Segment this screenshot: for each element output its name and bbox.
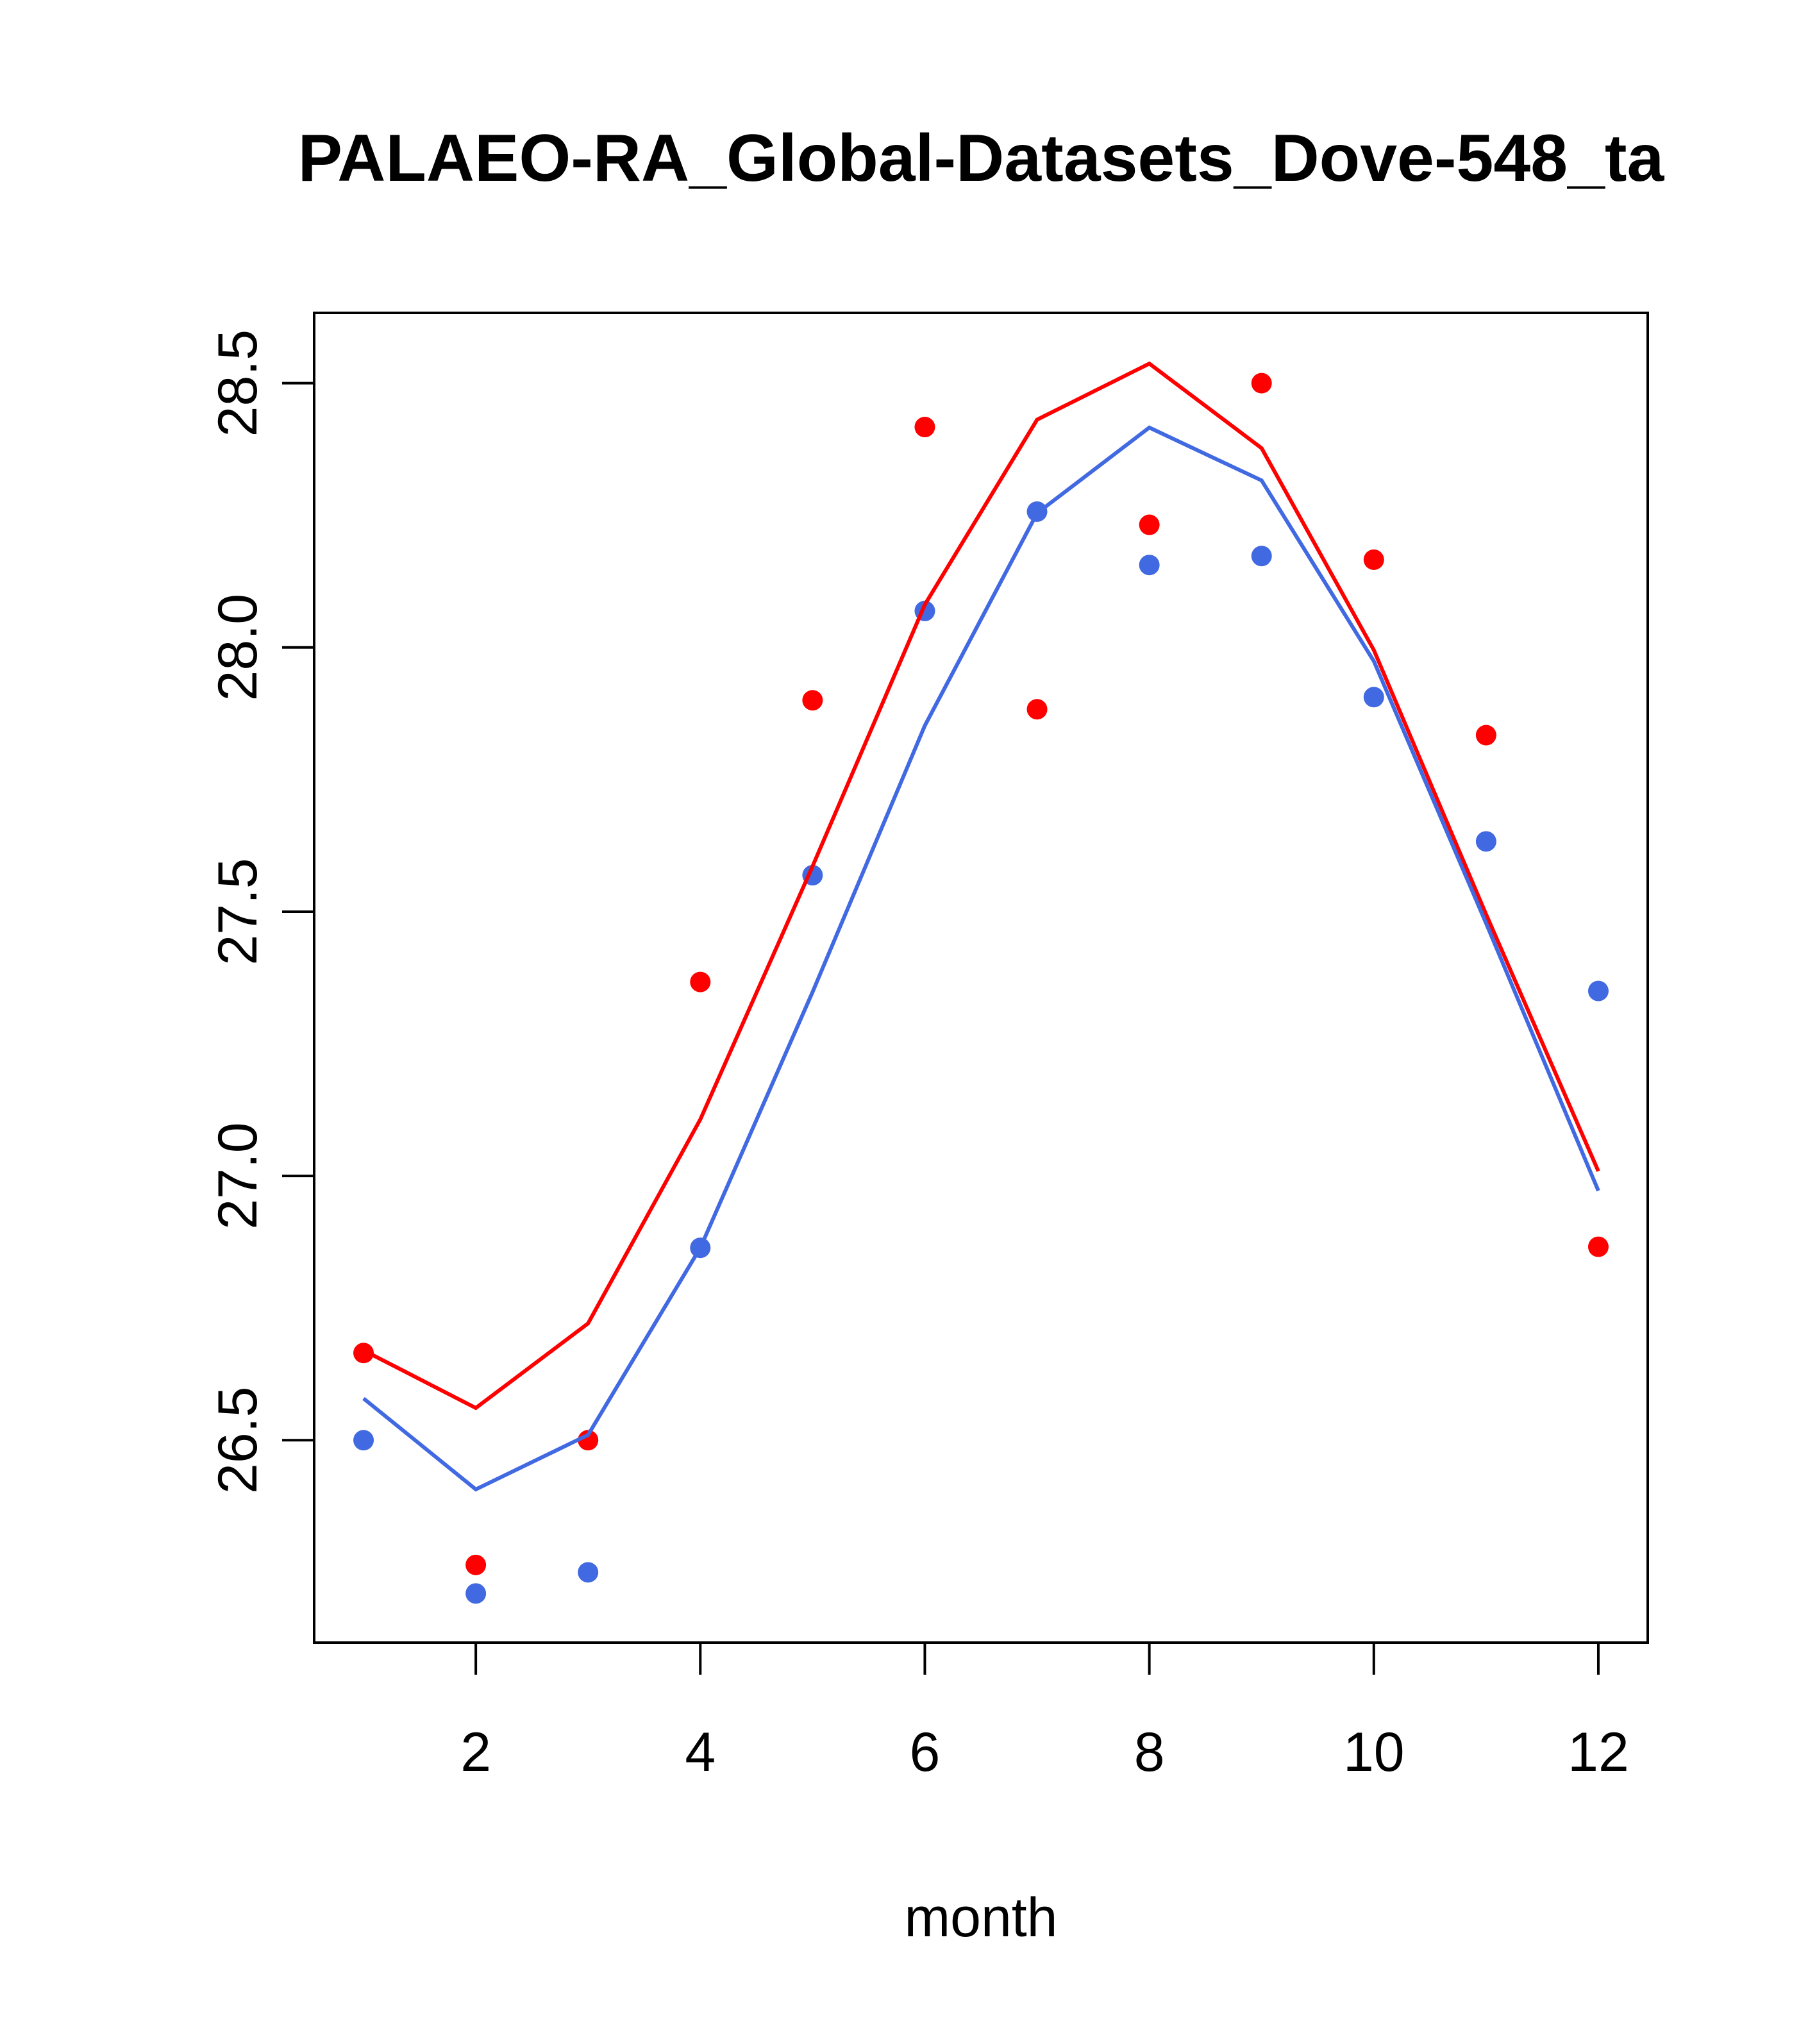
- series-line: [362, 425, 1600, 1492]
- data-point: [578, 1562, 599, 1583]
- data-point: [690, 971, 711, 993]
- data-point: [1475, 725, 1496, 746]
- data-point: [1475, 831, 1496, 852]
- data-point: [353, 1430, 374, 1451]
- data-point: [578, 1430, 599, 1451]
- y-tick-label: 27.0: [207, 1122, 269, 1229]
- series-layer: [353, 361, 1609, 1604]
- data-point: [1251, 373, 1272, 394]
- x-axis: 2 4 6 8 10 12: [460, 1643, 1629, 1783]
- data-point: [465, 1554, 487, 1575]
- data-point: [1587, 1236, 1609, 1257]
- data-point: [1139, 555, 1160, 576]
- y-tick-label: 28.0: [207, 594, 269, 701]
- data-point: [1363, 687, 1384, 708]
- data-point: [802, 690, 823, 711]
- plot-frame: [313, 312, 1649, 1644]
- series-line: [362, 361, 1600, 1411]
- data-point: [353, 1343, 374, 1364]
- data-point: [914, 417, 935, 438]
- data-point: [1251, 546, 1272, 567]
- data-point: [1139, 514, 1160, 535]
- series-blue-points: [353, 501, 1609, 1604]
- data-point: [1587, 980, 1609, 1001]
- data-point: [1363, 549, 1384, 570]
- series-blue-line: [362, 425, 1600, 1492]
- data-point: [465, 1583, 487, 1604]
- x-tick-label: 4: [685, 1721, 716, 1783]
- data-point: [1026, 699, 1048, 720]
- x-tick-label: 12: [1568, 1721, 1629, 1783]
- y-tick-label: 27.5: [207, 858, 269, 965]
- chart-title: PALAEO-RA_Global-Datasets_Dove-548_ta: [298, 121, 1665, 196]
- x-axis-label: month: [904, 1887, 1057, 1948]
- y-axis: 26.5 27.0 27.5 28.0 28.5: [207, 330, 314, 1494]
- x-tick-label: 2: [460, 1721, 491, 1783]
- x-tick-label: 6: [910, 1721, 941, 1783]
- y-tick-label: 26.5: [207, 1387, 269, 1494]
- x-tick-label: 8: [1134, 1721, 1165, 1783]
- series-red-points: [353, 373, 1609, 1575]
- series-red-line: [362, 361, 1600, 1411]
- x-tick-label: 10: [1343, 1721, 1405, 1783]
- y-tick-label: 28.5: [207, 330, 269, 437]
